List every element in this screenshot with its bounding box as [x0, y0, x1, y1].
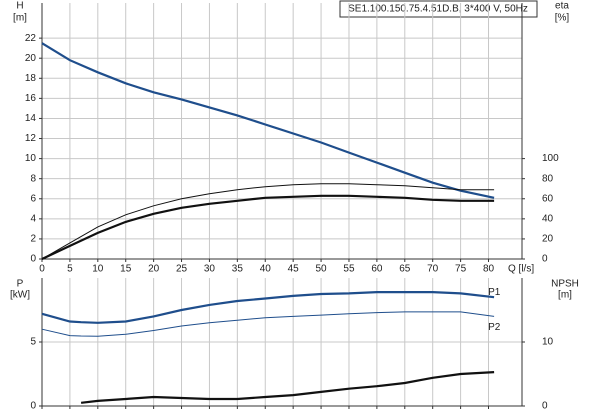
x-tick-label: 45 — [288, 264, 300, 275]
x-tick-label: 0 — [39, 264, 45, 275]
x-tick-label: 75 — [455, 264, 467, 275]
y2-axis-label: NPSH — [551, 279, 579, 290]
y2-tick-label: 100 — [542, 153, 559, 164]
y2-tick-label: 20 — [542, 234, 554, 245]
y-tick-label: 14 — [25, 113, 37, 124]
y-tick-label: 20 — [25, 53, 37, 64]
y-tick-label: 10 — [25, 153, 37, 164]
y-axis-label: P — [17, 279, 24, 290]
y2-tick-label: 0 — [542, 254, 548, 265]
x-tick-label: 65 — [399, 264, 411, 275]
curve — [41, 311, 495, 337]
x-tick-label: 25 — [176, 264, 188, 275]
curve — [80, 371, 495, 404]
x-tick-label: 35 — [232, 264, 244, 275]
y-axis-unit: [m] — [13, 13, 27, 24]
x-tick-label: 30 — [204, 264, 216, 275]
title-box — [339, 0, 538, 18]
curve — [41, 183, 495, 260]
y-tick-label: 2 — [30, 234, 36, 245]
curve — [41, 291, 495, 324]
y-tick-label: 0 — [30, 401, 36, 412]
y-axis-unit: [kW] — [10, 290, 30, 301]
x-tick-label: 15 — [120, 264, 132, 275]
y2-tick-label: 10 — [542, 337, 554, 348]
y-tick-label: 5 — [30, 337, 36, 348]
y-tick-label: 16 — [25, 93, 37, 104]
y2-tick-label: 60 — [542, 193, 554, 204]
y-tick-label: 0 — [30, 254, 36, 265]
x-tick-label: 70 — [427, 264, 439, 275]
legend-label: P2 — [488, 322, 501, 333]
y-tick-label: 6 — [30, 193, 36, 204]
x-tick-label: 50 — [316, 264, 328, 275]
x-tick-label: 55 — [343, 264, 355, 275]
chart-title: SE1.100.150.75.4.51D.B, 3*400 V, 50Hz — [348, 4, 528, 15]
x-tick-label: 5 — [67, 264, 73, 275]
y2-axis-label: eta — [555, 1, 569, 12]
y2-tick-label: 0 — [542, 401, 548, 412]
y-tick-label: 18 — [25, 73, 37, 84]
y2-axis-unit: [%] — [555, 13, 570, 24]
x-tick-label: 20 — [148, 264, 160, 275]
x-tick-label: 60 — [371, 264, 383, 275]
x-tick-label: 80 — [483, 264, 495, 275]
x-tick-label: 40 — [260, 264, 272, 275]
y-tick-label: 4 — [30, 213, 36, 224]
curve — [41, 42, 495, 199]
y-axis-label: H — [16, 1, 23, 12]
y2-tick-label: 40 — [542, 213, 554, 224]
curve — [41, 194, 495, 260]
legend-label: P1 — [488, 287, 501, 298]
x-tick-label: 10 — [92, 264, 104, 275]
y2-tick-label: 80 — [542, 173, 554, 184]
y-tick-label: 8 — [30, 173, 36, 184]
x-axis-label: Q [l/s] — [508, 264, 534, 275]
y2-axis-unit: [m] — [558, 290, 572, 301]
y-tick-label: 12 — [25, 133, 37, 144]
y-tick-label: 22 — [25, 33, 37, 44]
